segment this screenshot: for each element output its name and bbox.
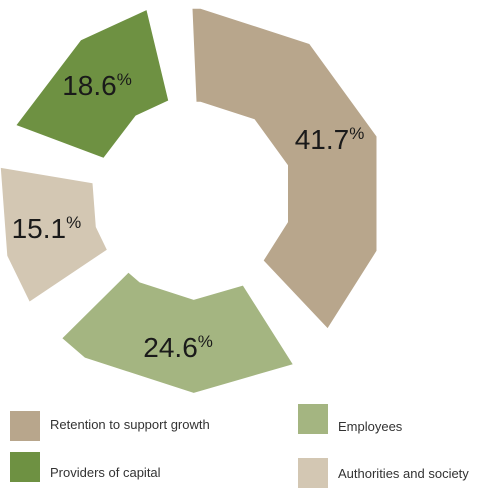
legend-swatch-authorities [298,458,328,488]
legend-label-authorities: Authorities and society [338,466,469,481]
data-label-retention: 41.7% [295,124,365,155]
legend-swatch-retention [10,411,40,441]
slice-employees [62,272,293,393]
legend-swatch-employees [298,404,328,434]
slice-capital [16,10,169,158]
legend-label-employees: Employees [338,419,403,434]
legend-label-retention: Retention to support growth [50,417,210,432]
slice-authorities [0,167,107,302]
slice-retention [192,8,377,329]
legend-label-capital: Providers of capital [50,465,161,480]
donut-chart: 41.7%24.6%15.1%18.6% [0,8,377,393]
legend-swatch-capital [10,452,40,482]
